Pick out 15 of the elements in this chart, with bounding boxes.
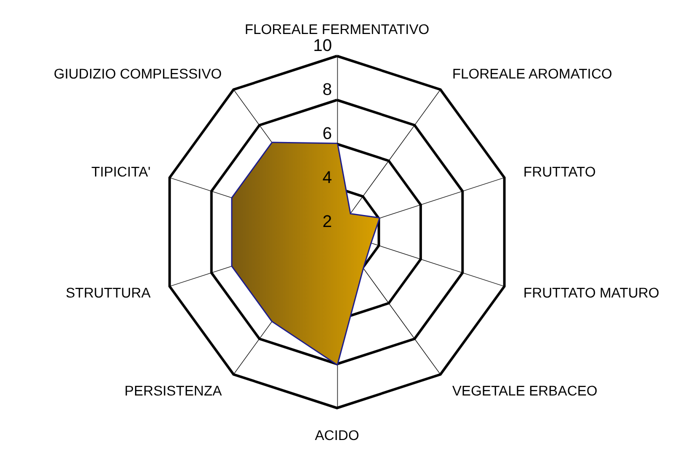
y-tick-label: 8 [322,80,332,99]
spoke-label: PERSISTENZA [124,382,222,399]
y-tick-label: 6 [322,124,332,143]
spoke-label: FRUTTATO MATURO [523,284,660,301]
spoke-label: TIPICITA' [91,163,151,180]
y-tick-label: 10 [313,36,332,55]
spoke-label: GIUDIZIO COMPLESSIVO [54,65,222,82]
spoke-label: ACIDO [314,427,360,443]
spoke-label: VEGETALE ERBACEO [452,382,598,399]
y-tick-label: 4 [322,168,332,187]
spoke-label: FRUTTATO [523,163,596,180]
spoke-label: STRUTTURA [66,284,152,301]
y-tick-label: 2 [322,212,332,231]
spoke-label: FLOREALE FERMENTATIVO [244,21,430,37]
spoke-label: FLOREALE AROMATICO [452,65,612,82]
